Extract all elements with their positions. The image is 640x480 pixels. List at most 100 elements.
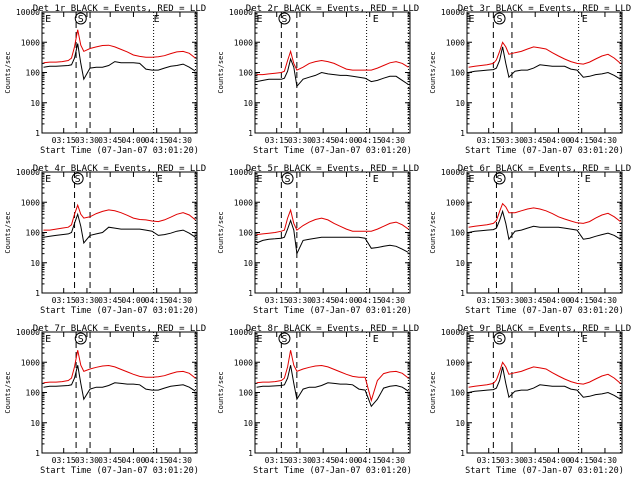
y-axis-label: Counts/sec: [429, 51, 437, 93]
lld-series-line: [468, 361, 621, 388]
y-tick-label: 100: [239, 389, 254, 398]
x-tick-label: 03:45: [98, 136, 122, 145]
eclipse-end-marker: E: [582, 334, 588, 345]
lld-series-line: [43, 350, 196, 384]
x-axis-label: Start Time (07-Jan-07 03:01:20): [40, 146, 199, 156]
panel-det-8: Det 8r BLACK = Events, RED = LLD 1 10 100 10…: [217, 324, 419, 476]
panel-det-1: Det 1r BLACK = Events, RED = LLD 1 10 100 10…: [4, 4, 206, 156]
lld-series-line: [256, 49, 409, 76]
x-tick-label: 04:00: [546, 296, 570, 305]
x-tick-label: 04:00: [121, 456, 145, 465]
lld-series-line: [468, 202, 621, 228]
y-tick-label: 10000: [16, 328, 40, 337]
eclipse-start-marker: E: [257, 174, 263, 185]
panel-title: Det 3r BLACK = Events, RED = LLD: [458, 4, 631, 14]
y-tick-label: 1: [35, 129, 40, 138]
y-tick-label: 1: [460, 129, 465, 138]
y-tick-label: 1: [248, 129, 253, 138]
eclipse-end-marker: E: [154, 14, 160, 25]
plot-frame: [254, 171, 411, 294]
x-tick-label: 04:30: [593, 136, 617, 145]
eclipse-end-marker: E: [373, 174, 379, 185]
panel-title: Det 1r BLACK = Events, RED = LLD: [33, 4, 206, 14]
x-tick-label: 03:45: [98, 296, 122, 305]
y-tick-label: 1000: [446, 198, 465, 207]
saa-marker: S: [75, 174, 81, 185]
lld-series-line: [43, 29, 196, 64]
eclipse-start-marker: E: [45, 334, 51, 345]
panel-title: Det 9r BLACK = Events, RED = LLD: [458, 324, 631, 334]
x-tick-label: 03:30: [75, 296, 99, 305]
events-series-line: [256, 218, 409, 256]
y-tick-label: 1: [460, 449, 465, 458]
x-tick-label: 03:30: [288, 456, 312, 465]
lld-series-line: [256, 208, 409, 236]
saa-marker: S: [78, 334, 84, 345]
x-axis-label: Start Time (07-Jan-07 03:01:20): [465, 466, 624, 476]
y-tick-label: 100: [26, 229, 41, 238]
eclipse-end-marker: E: [157, 174, 163, 185]
saa-marker-circle: [278, 332, 291, 345]
y-tick-label: 1000: [21, 198, 40, 207]
x-tick-label: 03:45: [311, 136, 335, 145]
saa-marker: S: [497, 174, 503, 185]
plot-frame: [41, 11, 198, 134]
y-tick-label: 10000: [229, 328, 253, 337]
y-tick-label: 1000: [21, 358, 40, 367]
panel-title: Det 8r BLACK = Events, RED = LLD: [246, 324, 419, 334]
y-tick-label: 10000: [229, 8, 253, 17]
x-axis-label: Start Time (07-Jan-07 03:01:20): [253, 306, 412, 316]
panel-title: Det 5r BLACK = Events, RED = LLD: [246, 164, 419, 174]
x-tick-label: 03:15: [265, 136, 289, 145]
x-tick-label: 04:30: [168, 136, 192, 145]
saa-marker: S: [497, 14, 503, 25]
saa-marker-circle: [71, 172, 84, 185]
plot-frame: [41, 331, 198, 454]
x-tick-label: 04:00: [546, 136, 570, 145]
y-tick-label: 10: [455, 419, 465, 428]
events-series-line: [256, 57, 409, 88]
x-tick-label: 03:15: [477, 136, 501, 145]
y-tick-label: 10: [243, 99, 253, 108]
x-tick-label: 04:00: [546, 456, 570, 465]
eclipse-start-marker: E: [469, 14, 475, 25]
y-axis-label: Counts/sec: [217, 211, 225, 253]
x-tick-label: 03:15: [52, 296, 76, 305]
saa-marker: S: [78, 14, 84, 25]
x-tick-label: 03:45: [98, 456, 122, 465]
eclipse-start-marker: E: [45, 14, 51, 25]
x-tick-label: 04:00: [334, 456, 358, 465]
y-axis-label: Counts/sec: [4, 211, 12, 253]
y-tick-label: 100: [26, 69, 41, 78]
y-tick-label: 1: [248, 289, 253, 298]
x-tick-label: 03:45: [523, 456, 547, 465]
plot-frame: [254, 331, 411, 454]
panel-det-4: Det 4r BLACK = Events, RED = LLD 1 10 100 10…: [4, 164, 206, 316]
x-tick-label: 04:15: [570, 456, 594, 465]
x-tick-label: 03:45: [311, 296, 335, 305]
x-tick-label: 03:30: [288, 296, 312, 305]
eclipse-end-marker: E: [585, 174, 591, 185]
eclipse-end-marker: E: [373, 14, 379, 25]
x-tick-label: 03:45: [523, 296, 547, 305]
y-tick-label: 10000: [229, 168, 253, 177]
y-tick-label: 1000: [234, 358, 253, 367]
y-axis-label: Counts/sec: [217, 371, 225, 413]
saa-marker-circle: [493, 172, 506, 185]
y-tick-label: 100: [451, 229, 466, 238]
eclipse-end-marker: E: [373, 334, 379, 345]
y-tick-label: 100: [239, 69, 254, 78]
panel-det-2: Det 2r BLACK = Events, RED = LLD 1 10 100 10…: [217, 4, 419, 156]
x-tick-label: 03:30: [75, 456, 99, 465]
saa-marker-circle: [493, 332, 506, 345]
y-tick-label: 10000: [441, 168, 465, 177]
panel-det-5: Det 5r BLACK = Events, RED = LLD 1 10 100 10…: [217, 164, 419, 316]
x-axis-label: Start Time (07-Jan-07 03:01:20): [253, 466, 412, 476]
y-tick-label: 1000: [446, 38, 465, 47]
eclipse-start-marker: E: [469, 174, 475, 185]
eclipse-end-marker: E: [154, 334, 160, 345]
saa-marker: S: [281, 14, 287, 25]
y-tick-label: 1: [35, 449, 40, 458]
x-tick-label: 03:30: [500, 456, 524, 465]
x-tick-label: 04:00: [121, 136, 145, 145]
